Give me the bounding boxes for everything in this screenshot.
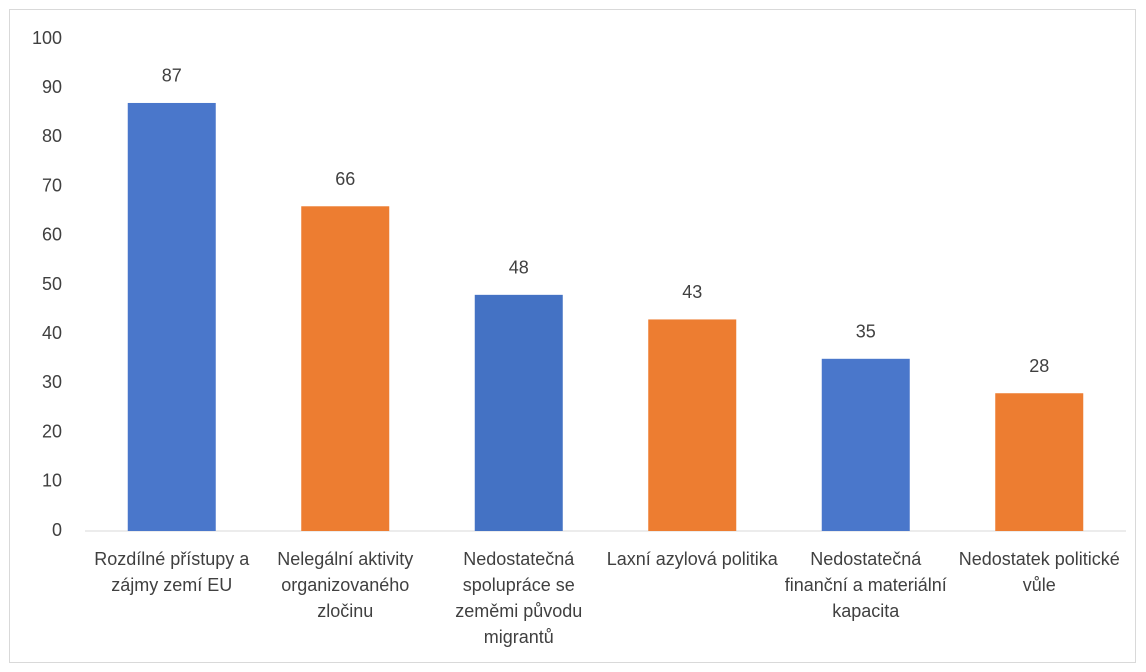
y-tick-label: 30 [42,372,62,392]
bar [995,393,1084,531]
y-tick-label: 70 [42,175,62,195]
bar [821,358,910,531]
data-label: 43 [682,282,702,302]
bar [301,206,390,531]
x-tick-label: Rozdílné přístupy a zájmy zemí EU [94,549,250,595]
y-tick-label: 90 [42,77,62,97]
data-label: 35 [856,322,876,342]
x-tick-label: Nedostatečná spolupráce se zeměmi původu… [455,549,583,647]
x-tick-label: Nedostatek politické vůle [958,549,1120,595]
y-tick-label: 50 [42,274,62,294]
y-tick-label: 0 [52,520,62,540]
bar [648,319,737,531]
data-label: 87 [162,66,182,86]
data-label: 66 [335,169,355,189]
bar [127,102,216,532]
data-label: 28 [1029,356,1049,376]
x-tick-label: Nelegální aktivity organizovaného zločin… [277,549,414,621]
y-tick-label: 20 [42,421,62,441]
x-tick-label: Nedostatečná finanční a materiální kapac… [784,549,947,621]
y-tick-label: 10 [42,471,62,491]
y-tick-label: 80 [42,126,62,146]
y-tick-label: 60 [42,225,62,245]
y-tick-label: 40 [42,323,62,343]
chart-border [9,9,1136,663]
x-tick-label: Laxní azylová politika [606,549,778,569]
y-tick-label: 100 [32,28,62,48]
data-label: 48 [509,258,529,278]
bar [474,294,563,531]
